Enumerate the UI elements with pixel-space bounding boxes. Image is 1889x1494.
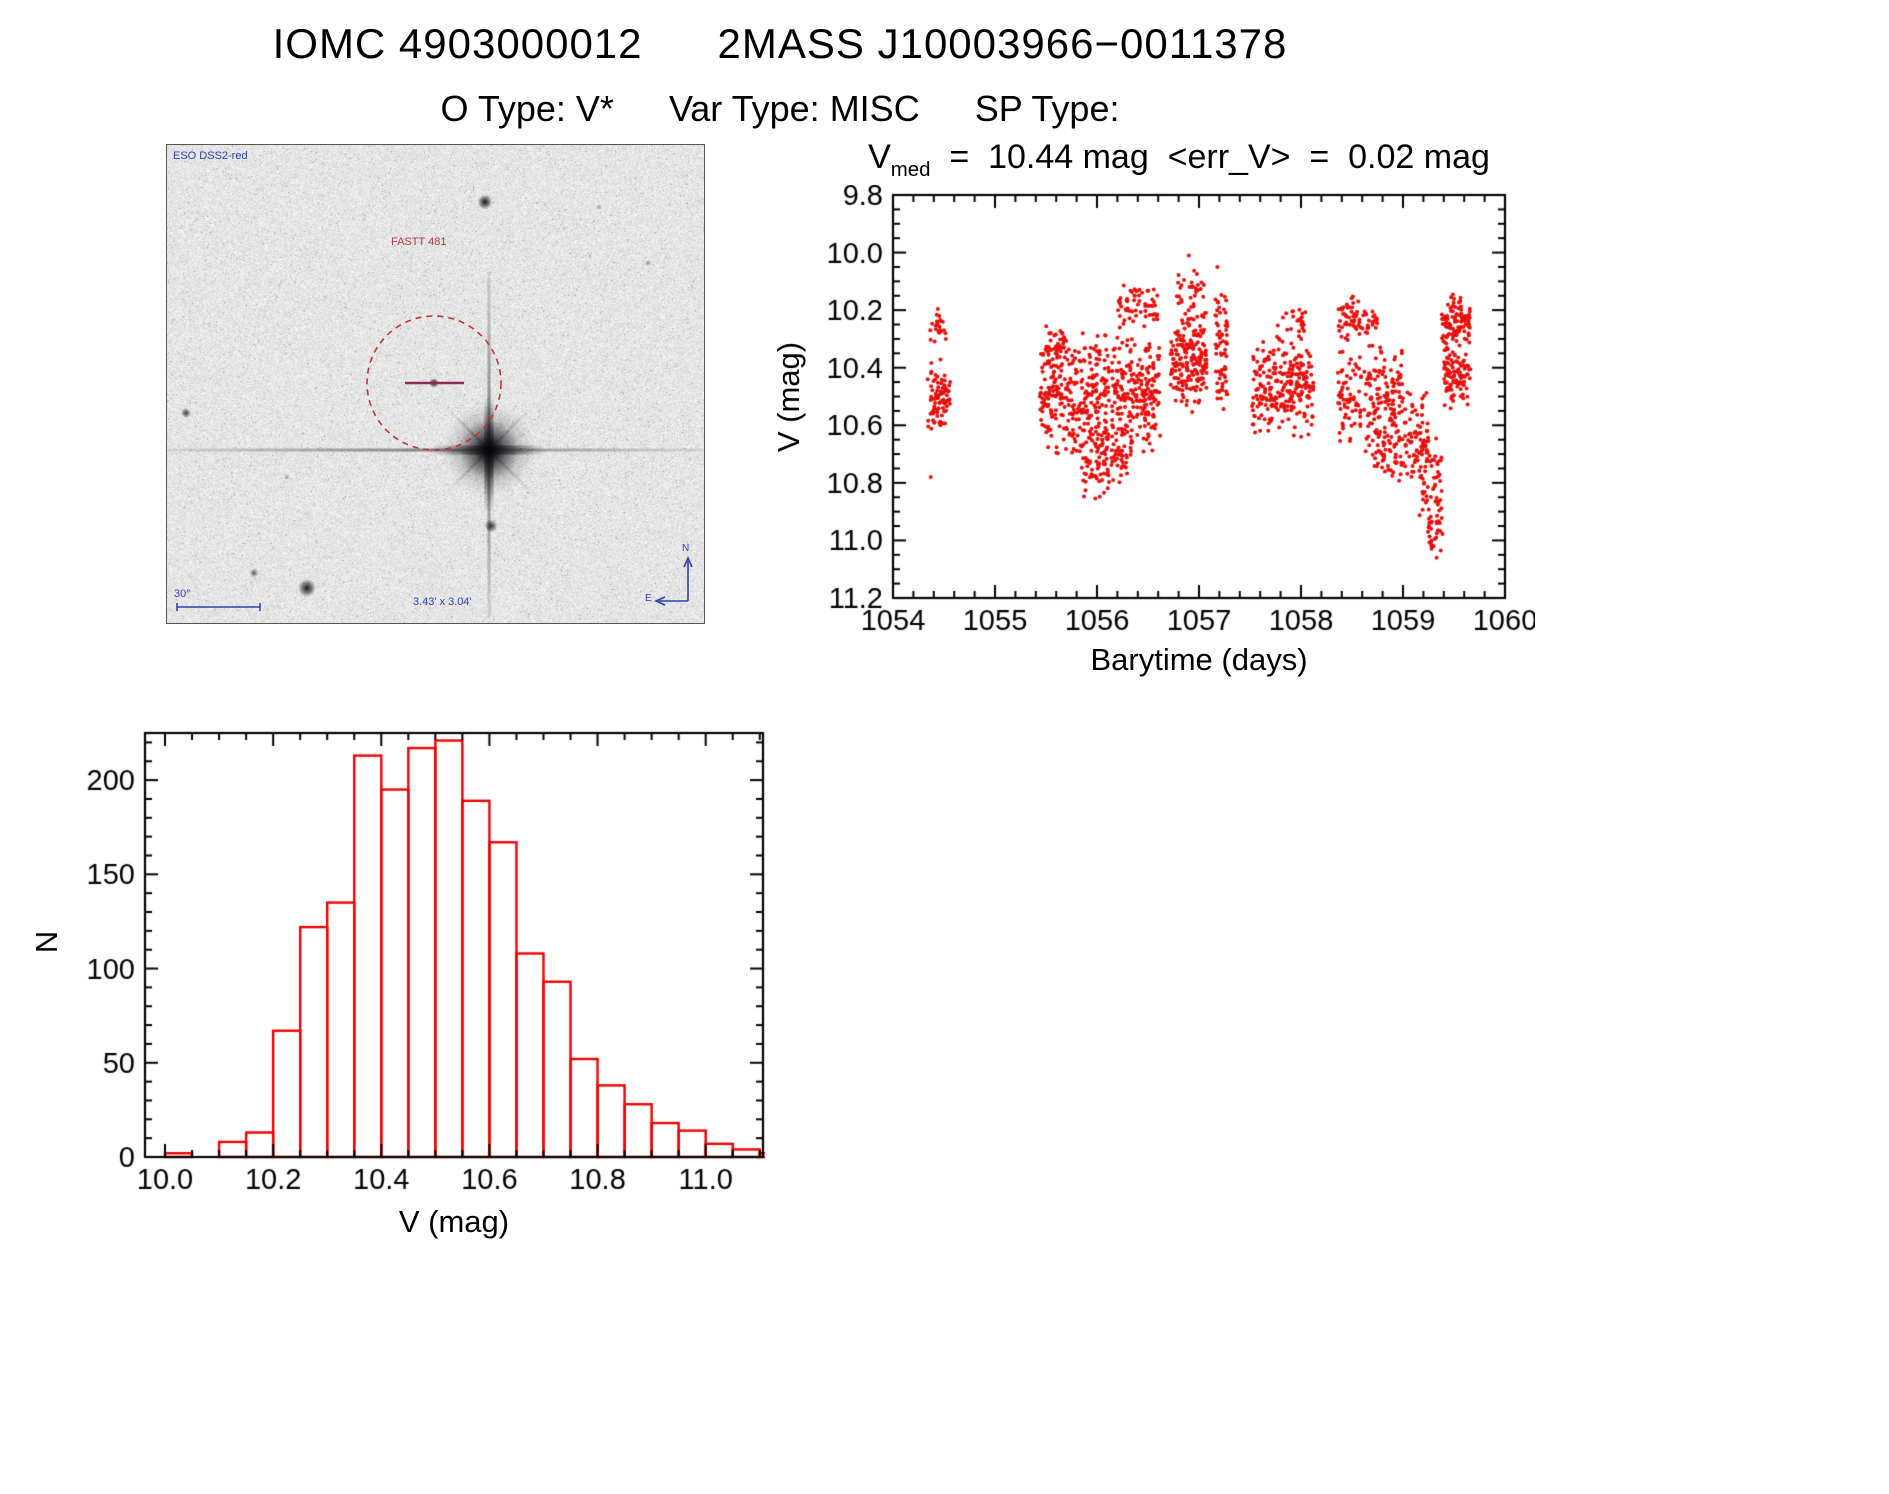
scale-bar xyxy=(176,603,261,611)
spectral-type: SP Type: xyxy=(974,88,1120,129)
histogram-x-axis-label: V (mag) xyxy=(398,1204,510,1239)
page-title: IOMC 4903000012 2MASS J10003966−0011378 xyxy=(0,20,1560,68)
compass-east-label: E xyxy=(645,593,652,604)
compass-icon xyxy=(654,556,693,606)
vmed-subscript: med xyxy=(890,158,931,181)
lightcurve-x-axis-label: Barytime (days) xyxy=(1090,642,1308,677)
fov-label: 3.43' x 3.04' xyxy=(413,596,472,608)
histogram-plot xyxy=(60,718,800,1218)
page-subtitle: O Type: V* Var Type: MISC SP Type: xyxy=(0,88,1560,130)
sky-overlay xyxy=(176,315,693,611)
2mass-id: 2MASS J10003966−0011378 xyxy=(717,20,1288,67)
target-marker-circle xyxy=(366,315,502,451)
scale-label: 30″ xyxy=(174,588,191,600)
finding-chart: ESO DSS2-red FASTT 481 30″ 3.43' x 3.04'… xyxy=(166,144,705,624)
compass-north-label: N xyxy=(682,543,690,554)
lightcurve-title: Vmed = 10.44 mag <err_V> = 0.02 mag xyxy=(809,138,1549,182)
star-name-label: FASTT 481 xyxy=(391,236,447,248)
vmed-symbol: V xyxy=(868,138,891,176)
object-type: O Type: V* xyxy=(440,88,614,129)
histogram-y-axis-label: N xyxy=(29,930,64,954)
lightcurve-y-axis-label: V (mag) xyxy=(771,341,806,453)
iomc-id: IOMC 4903000012 xyxy=(272,20,643,67)
variability-type: Var Type: MISC xyxy=(668,88,920,129)
survey-label: ESO DSS2-red xyxy=(173,150,248,162)
vmed-values: = 10.44 mag <err_V> = 0.02 mag xyxy=(930,138,1490,176)
lightcurve-plot xyxy=(795,185,1535,650)
